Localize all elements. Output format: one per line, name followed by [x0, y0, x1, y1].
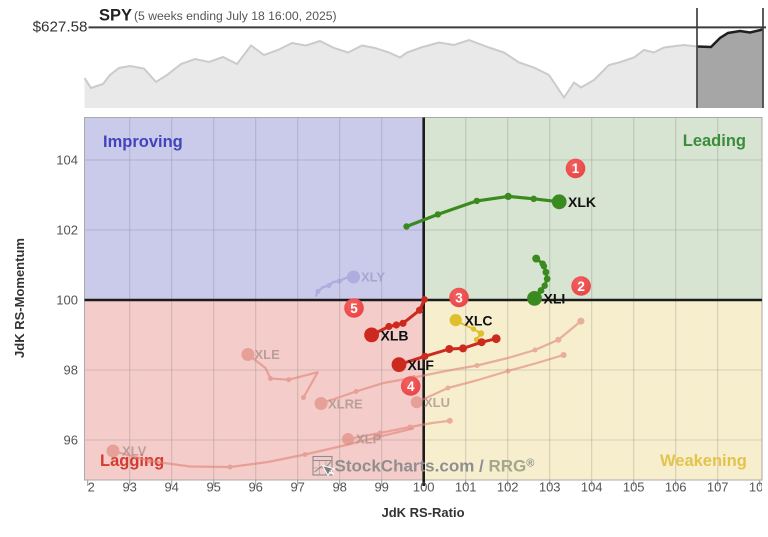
svg-text:XLP: XLP	[356, 432, 382, 447]
svg-text:4: 4	[407, 379, 415, 394]
svg-text:94: 94	[164, 480, 178, 495]
svg-text:106: 106	[665, 480, 687, 495]
svg-text:96: 96	[248, 480, 262, 495]
svg-text:101: 101	[455, 480, 477, 495]
svg-text:XLI: XLI	[544, 291, 566, 307]
svg-text:102: 102	[497, 480, 519, 495]
svg-text:JdK RS-Momentum: JdK RS-Momentum	[12, 238, 27, 358]
svg-text:102: 102	[56, 222, 78, 237]
svg-text:5: 5	[350, 301, 358, 316]
svg-text:JdK RS-Ratio: JdK RS-Ratio	[381, 505, 464, 520]
svg-text:104: 104	[581, 480, 603, 495]
svg-text:100: 100	[56, 292, 78, 307]
svg-text:93: 93	[122, 480, 136, 495]
svg-text:2: 2	[577, 279, 585, 294]
svg-text:96: 96	[64, 432, 78, 447]
svg-text:Leading: Leading	[683, 132, 746, 150]
svg-text:Improving: Improving	[103, 133, 183, 151]
svg-text:100: 100	[413, 480, 435, 495]
svg-text:XLE: XLE	[255, 347, 281, 362]
svg-text:XLV: XLV	[122, 444, 147, 459]
svg-text:$627.58: $627.58	[33, 19, 88, 36]
svg-text:3: 3	[455, 290, 463, 305]
svg-text:103: 103	[539, 480, 561, 495]
svg-text:SPY: SPY	[99, 7, 132, 25]
svg-text:1: 1	[572, 161, 580, 176]
svg-text:98: 98	[332, 480, 346, 495]
svg-text:105: 105	[623, 480, 645, 495]
svg-text:(5 weeks ending July 18 16:00,: (5 weeks ending July 18 16:00, 2025)	[134, 9, 337, 23]
svg-text:XLB: XLB	[381, 328, 409, 344]
svg-text:99: 99	[374, 480, 388, 495]
svg-text:108: 108	[749, 480, 768, 495]
svg-text:98: 98	[64, 362, 78, 377]
svg-text:104: 104	[56, 152, 78, 167]
svg-text:XLF: XLF	[408, 357, 435, 373]
svg-text:107: 107	[707, 480, 729, 495]
svg-text:StockCharts.com / RRG®: StockCharts.com / RRG®	[335, 457, 535, 476]
svg-text:XLY: XLY	[361, 270, 385, 285]
svg-text:92: 92	[80, 480, 94, 495]
svg-text:XLRE: XLRE	[328, 397, 363, 412]
svg-text:XLK: XLK	[568, 194, 596, 210]
svg-text:XLC: XLC	[465, 313, 493, 329]
svg-text:XLU: XLU	[424, 395, 450, 410]
svg-text:Weakening: Weakening	[660, 452, 747, 470]
svg-text:95: 95	[206, 480, 220, 495]
svg-text:97: 97	[290, 480, 304, 495]
